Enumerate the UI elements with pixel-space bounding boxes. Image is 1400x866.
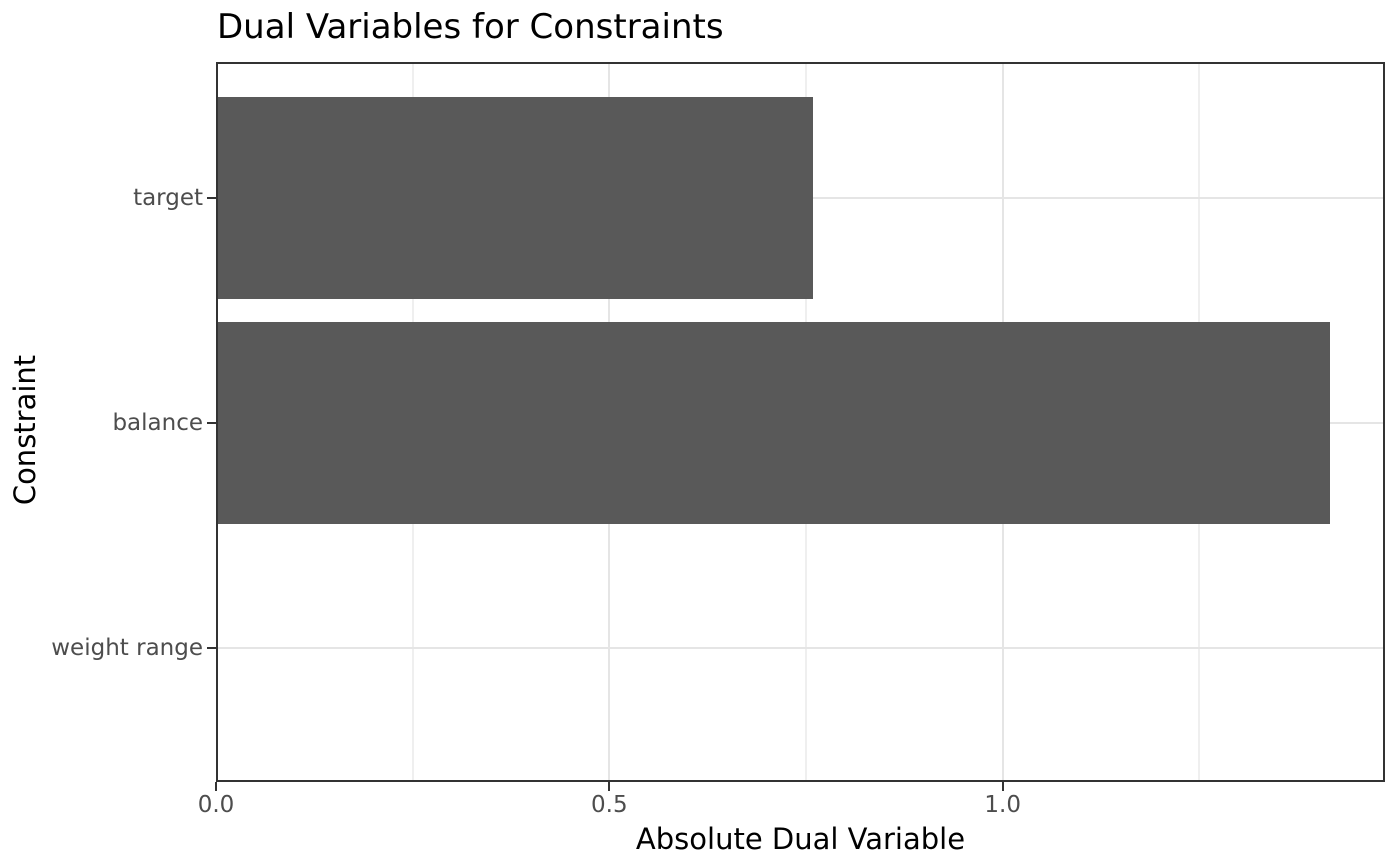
y-tick-mark [207, 647, 216, 649]
x-tick-mark [215, 782, 217, 791]
bar-balance [216, 322, 1330, 524]
y-tick-mark [207, 422, 216, 424]
bar-target [216, 97, 813, 299]
x-tick-mark [1001, 782, 1004, 791]
y-tick-label: target [133, 185, 203, 211]
x-tick-label: 1.0 [984, 792, 1021, 818]
x-tick-label: 0.0 [197, 792, 235, 818]
x-tick-label: 0.5 [591, 792, 628, 818]
y-tick-mark [207, 197, 216, 199]
y-tick-label: weight range [51, 635, 203, 661]
chart-title: Dual Variables for Constraints [217, 7, 724, 47]
y-axis-title: Constraint [8, 354, 42, 506]
x-tick-mark [608, 782, 611, 791]
major-gridline [216, 647, 1385, 649]
y-tick-label: balance [112, 410, 203, 436]
plot-panel [216, 62, 1385, 782]
x-axis-title: Absolute Dual Variable [635, 822, 966, 856]
